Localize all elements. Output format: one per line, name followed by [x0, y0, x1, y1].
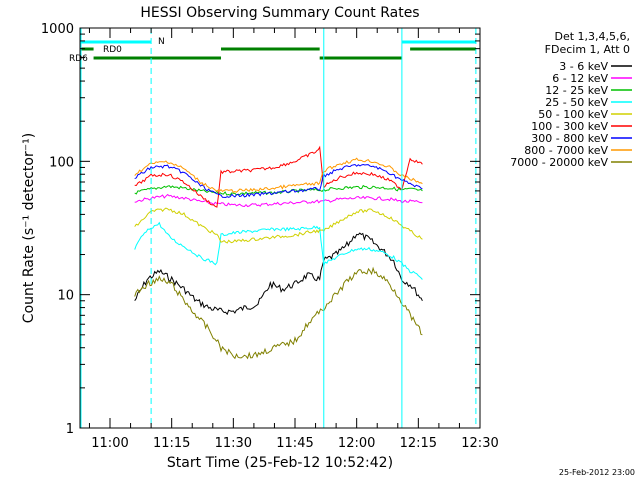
y-tick-label-2: 100: [49, 155, 74, 170]
y-axis-label: Count Rate (s⁻¹ detector⁻¹): [21, 133, 37, 323]
x-tick-label-3: 11:45: [276, 436, 313, 451]
legend-label-7: 800 - 7000 keV: [524, 144, 608, 157]
legend-label-0: 3 - 6 keV: [559, 60, 608, 73]
series-line-4: [134, 207, 423, 244]
legend-label-5: 100 - 300 keV: [531, 120, 608, 133]
series-line-8: [134, 266, 423, 360]
y-axis-ticks: 1 10 100 1000: [41, 22, 480, 437]
rd6-label: RD6: [69, 54, 88, 64]
legend-header-line-2: FDecim 1, Att 0: [545, 43, 630, 56]
series-line-1: [134, 193, 423, 208]
legend-label-3: 25 - 50 keV: [545, 96, 608, 109]
x-tick-label-0: 11:00: [91, 436, 128, 451]
series-line-7: [134, 157, 423, 193]
y-tick-label-0: 1: [66, 422, 74, 437]
night-label: N: [158, 37, 165, 47]
y-tick-label-1: 10: [57, 289, 74, 304]
legend-label-1: 6 - 12 keV: [552, 72, 608, 85]
series-line-0: [134, 232, 423, 316]
legend-label-2: 12 - 25 keV: [545, 84, 608, 97]
series-traces: [134, 145, 423, 360]
series-line-6: [134, 163, 423, 199]
series-line-5: [134, 145, 423, 208]
legend-label-8: 7000 - 20000 keV: [510, 156, 608, 169]
rd0-label: RD0: [103, 45, 122, 55]
x-tick-label-4: 12:00: [338, 436, 375, 451]
x-tick-label-2: 11:30: [215, 436, 252, 451]
x-tick-label-1: 11:15: [153, 436, 190, 451]
series-line-3: [134, 221, 423, 280]
legend-label-4: 50 - 100 keV: [538, 108, 608, 121]
legend-label-6: 300 - 800 keV: [531, 132, 608, 145]
legend-header-line-1: Det 1,3,4,5,6,: [554, 30, 630, 43]
y-tick-label-3: 1000: [41, 22, 74, 37]
x-tick-label-6: 12:30: [461, 436, 498, 451]
x-axis-label: Start Time (25-Feb-12 10:52:42): [167, 455, 393, 471]
chart-title: HESSI Observing Summary Count Rates: [140, 5, 419, 21]
plot-frame: [79, 27, 481, 429]
legend: Det 1,3,4,5,6, FDecim 1, Att 0 3 - 6 keV…: [510, 30, 632, 169]
footer-timestamp: 25-Feb-2012 23:00: [559, 468, 635, 477]
x-axis-ticks: 11:00 11:15 11:30 11:45 12:00 12:15 12:30: [88, 28, 499, 451]
x-tick-label-5: 12:15: [400, 436, 437, 451]
